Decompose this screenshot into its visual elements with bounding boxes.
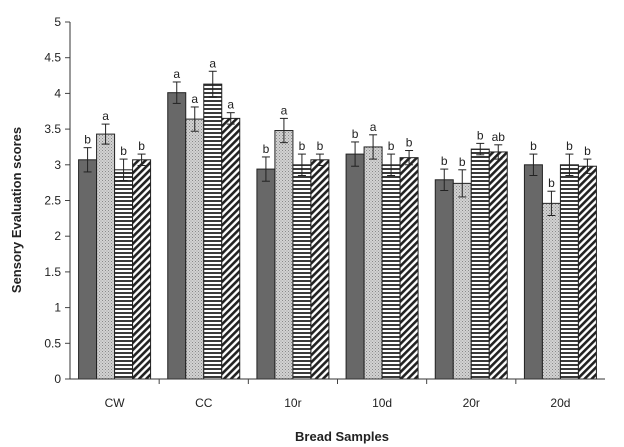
significance-label: b bbox=[138, 139, 145, 153]
significance-label: a bbox=[209, 56, 216, 70]
y-tick-label: 1.5 bbox=[44, 265, 61, 279]
bar bbox=[470, 148, 490, 380]
bar bbox=[274, 130, 294, 380]
y-tick-label: 2.5 bbox=[44, 194, 61, 208]
x-tick-label: 20d bbox=[550, 396, 570, 410]
significance-label: b bbox=[263, 142, 270, 156]
x-tick-label: 20r bbox=[463, 396, 480, 410]
y-tick-label: 3.5 bbox=[44, 122, 61, 136]
bar bbox=[114, 169, 134, 380]
bar bbox=[345, 153, 365, 380]
bar bbox=[132, 159, 152, 380]
y-tick-label: 0.5 bbox=[44, 336, 61, 350]
bar bbox=[256, 168, 276, 380]
y-tick-label: 3 bbox=[54, 158, 61, 172]
bar bbox=[559, 164, 579, 380]
significance-label: b bbox=[459, 155, 466, 169]
significance-label: b bbox=[566, 139, 573, 153]
bar bbox=[381, 164, 401, 380]
y-tick-label: 0 bbox=[54, 372, 61, 386]
bar bbox=[167, 92, 187, 380]
x-tick-label: CC bbox=[195, 396, 213, 410]
significance-label: a bbox=[191, 92, 198, 106]
significance-label: a bbox=[227, 98, 234, 112]
x-tick-label: 10d bbox=[372, 396, 392, 410]
significance-label: b bbox=[299, 139, 306, 153]
bar bbox=[363, 146, 383, 380]
bar bbox=[488, 151, 508, 380]
x-tick-label: 10r bbox=[284, 396, 301, 410]
bar bbox=[399, 157, 419, 380]
significance-label: a bbox=[102, 109, 109, 123]
bar bbox=[434, 179, 454, 380]
significance-label: b bbox=[477, 128, 484, 142]
bar bbox=[78, 159, 98, 380]
x-tick-label: CW bbox=[105, 396, 126, 410]
bar bbox=[292, 164, 312, 380]
significance-label: b bbox=[388, 139, 395, 153]
significance-label: b bbox=[84, 133, 91, 147]
significance-label: b bbox=[406, 136, 413, 150]
y-tick-label: 5 bbox=[54, 15, 61, 29]
bar bbox=[310, 159, 330, 380]
x-axis-ticks: CW CC 10r 10d 20r 20d bbox=[105, 379, 570, 410]
significance-label: b bbox=[441, 154, 448, 168]
significance-label: a bbox=[173, 67, 180, 81]
bar bbox=[577, 165, 597, 380]
significance-label: b bbox=[120, 144, 127, 158]
bar bbox=[203, 83, 223, 380]
y-axis-ticks: 0 0.5 1 1.5 2 2.5 3 3.5 4 4.5 5 bbox=[44, 15, 70, 386]
bar bbox=[452, 182, 472, 380]
significance-label: b bbox=[548, 176, 555, 190]
y-tick-label: 1 bbox=[54, 301, 61, 315]
significance-label: b bbox=[584, 144, 591, 158]
y-tick-label: 4 bbox=[54, 86, 61, 100]
bar bbox=[96, 133, 116, 380]
bar bbox=[185, 118, 205, 380]
significance-label: a bbox=[370, 120, 377, 134]
y-tick-label: 2 bbox=[54, 229, 61, 243]
bar bbox=[523, 164, 543, 380]
significance-label: b bbox=[530, 139, 537, 153]
y-tick-label: 4.5 bbox=[44, 51, 61, 65]
significance-label: ab bbox=[492, 130, 506, 144]
bar bbox=[541, 202, 561, 380]
x-axis-title: Bread Samples bbox=[295, 429, 389, 444]
bar bbox=[221, 117, 241, 380]
significance-label: b bbox=[352, 127, 359, 141]
significance-label: b bbox=[317, 139, 324, 153]
y-axis-title: Sensory Evaluation scores bbox=[9, 127, 24, 293]
significance-label: a bbox=[281, 103, 288, 117]
